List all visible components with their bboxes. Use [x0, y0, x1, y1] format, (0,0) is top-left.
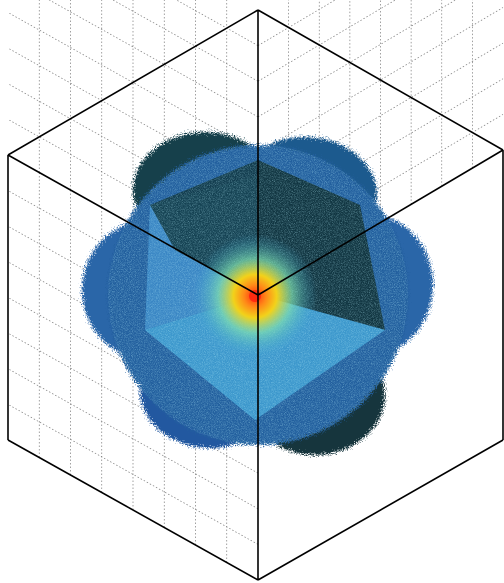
grid-line-back-left: [7, 83, 259, 225]
frame-edge-inner: [257, 149, 504, 296]
grid-line-floor: [7, 225, 259, 367]
box-grid-lines: [7, 0, 504, 563]
frame-edge: [7, 439, 259, 581]
grid-line-floor: [7, 297, 259, 438]
grid-line-floor: [7, 368, 259, 510]
grid-line-floor: [7, 404, 259, 545]
frame-edge: [257, 439, 504, 581]
frame-edge-inner: [7, 154, 259, 296]
grid-line-back-left: [112, 0, 259, 82]
grid-line-back-left: [48, 0, 259, 118]
box-frame: [7, 9, 504, 581]
grid-line-floor: [7, 190, 259, 331]
grid-line-floor: [7, 332, 259, 474]
grid-line-floor: [7, 261, 259, 403]
grid-line-back-left: [7, 47, 259, 189]
frame-edge: [257, 9, 504, 151]
grid-line-back-left: [7, 119, 259, 260]
grid-line-back-left: [7, 12, 259, 153]
frame-edge: [7, 9, 259, 156]
